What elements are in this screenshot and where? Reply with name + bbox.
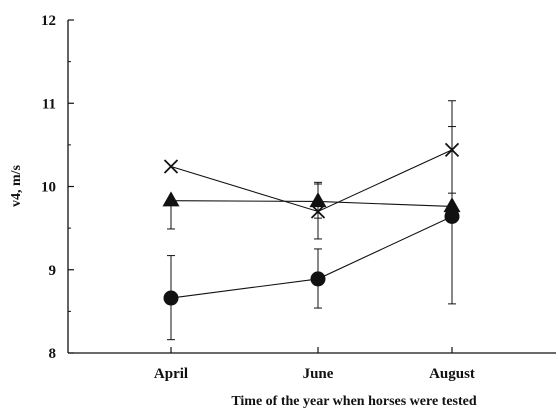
series-line <box>170 215 453 299</box>
y-tick-label: 12 <box>41 13 56 29</box>
series-circle <box>163 126 460 341</box>
data-point-circle <box>310 271 326 287</box>
y-tick-label: 9 <box>49 263 57 279</box>
x-tick-label: April <box>154 366 188 382</box>
series-layer <box>162 100 461 341</box>
x-tick-label: June <box>303 366 334 382</box>
x-tick-label: August <box>429 366 475 382</box>
series-line <box>170 149 453 213</box>
x-axis-ticks: April June August <box>154 347 475 382</box>
data-point-triangle <box>162 191 180 207</box>
data-point-x <box>163 159 179 174</box>
y-axis-label: v4, m/s <box>9 164 24 207</box>
y-tick-label: 11 <box>42 96 56 112</box>
x-axis-label: Time of the year when horses were tested <box>231 394 477 409</box>
series-triangle <box>162 181 461 230</box>
axes <box>67 20 556 354</box>
data-point-triangle <box>309 192 327 208</box>
y-tick-label: 10 <box>41 180 56 196</box>
y-axis-ticks: 8 9 10 11 12 <box>41 13 74 362</box>
data-point-circle <box>444 208 460 224</box>
y-tick-label: 8 <box>49 346 57 362</box>
data-point-circle <box>163 290 179 306</box>
series-x-cross <box>163 100 460 240</box>
